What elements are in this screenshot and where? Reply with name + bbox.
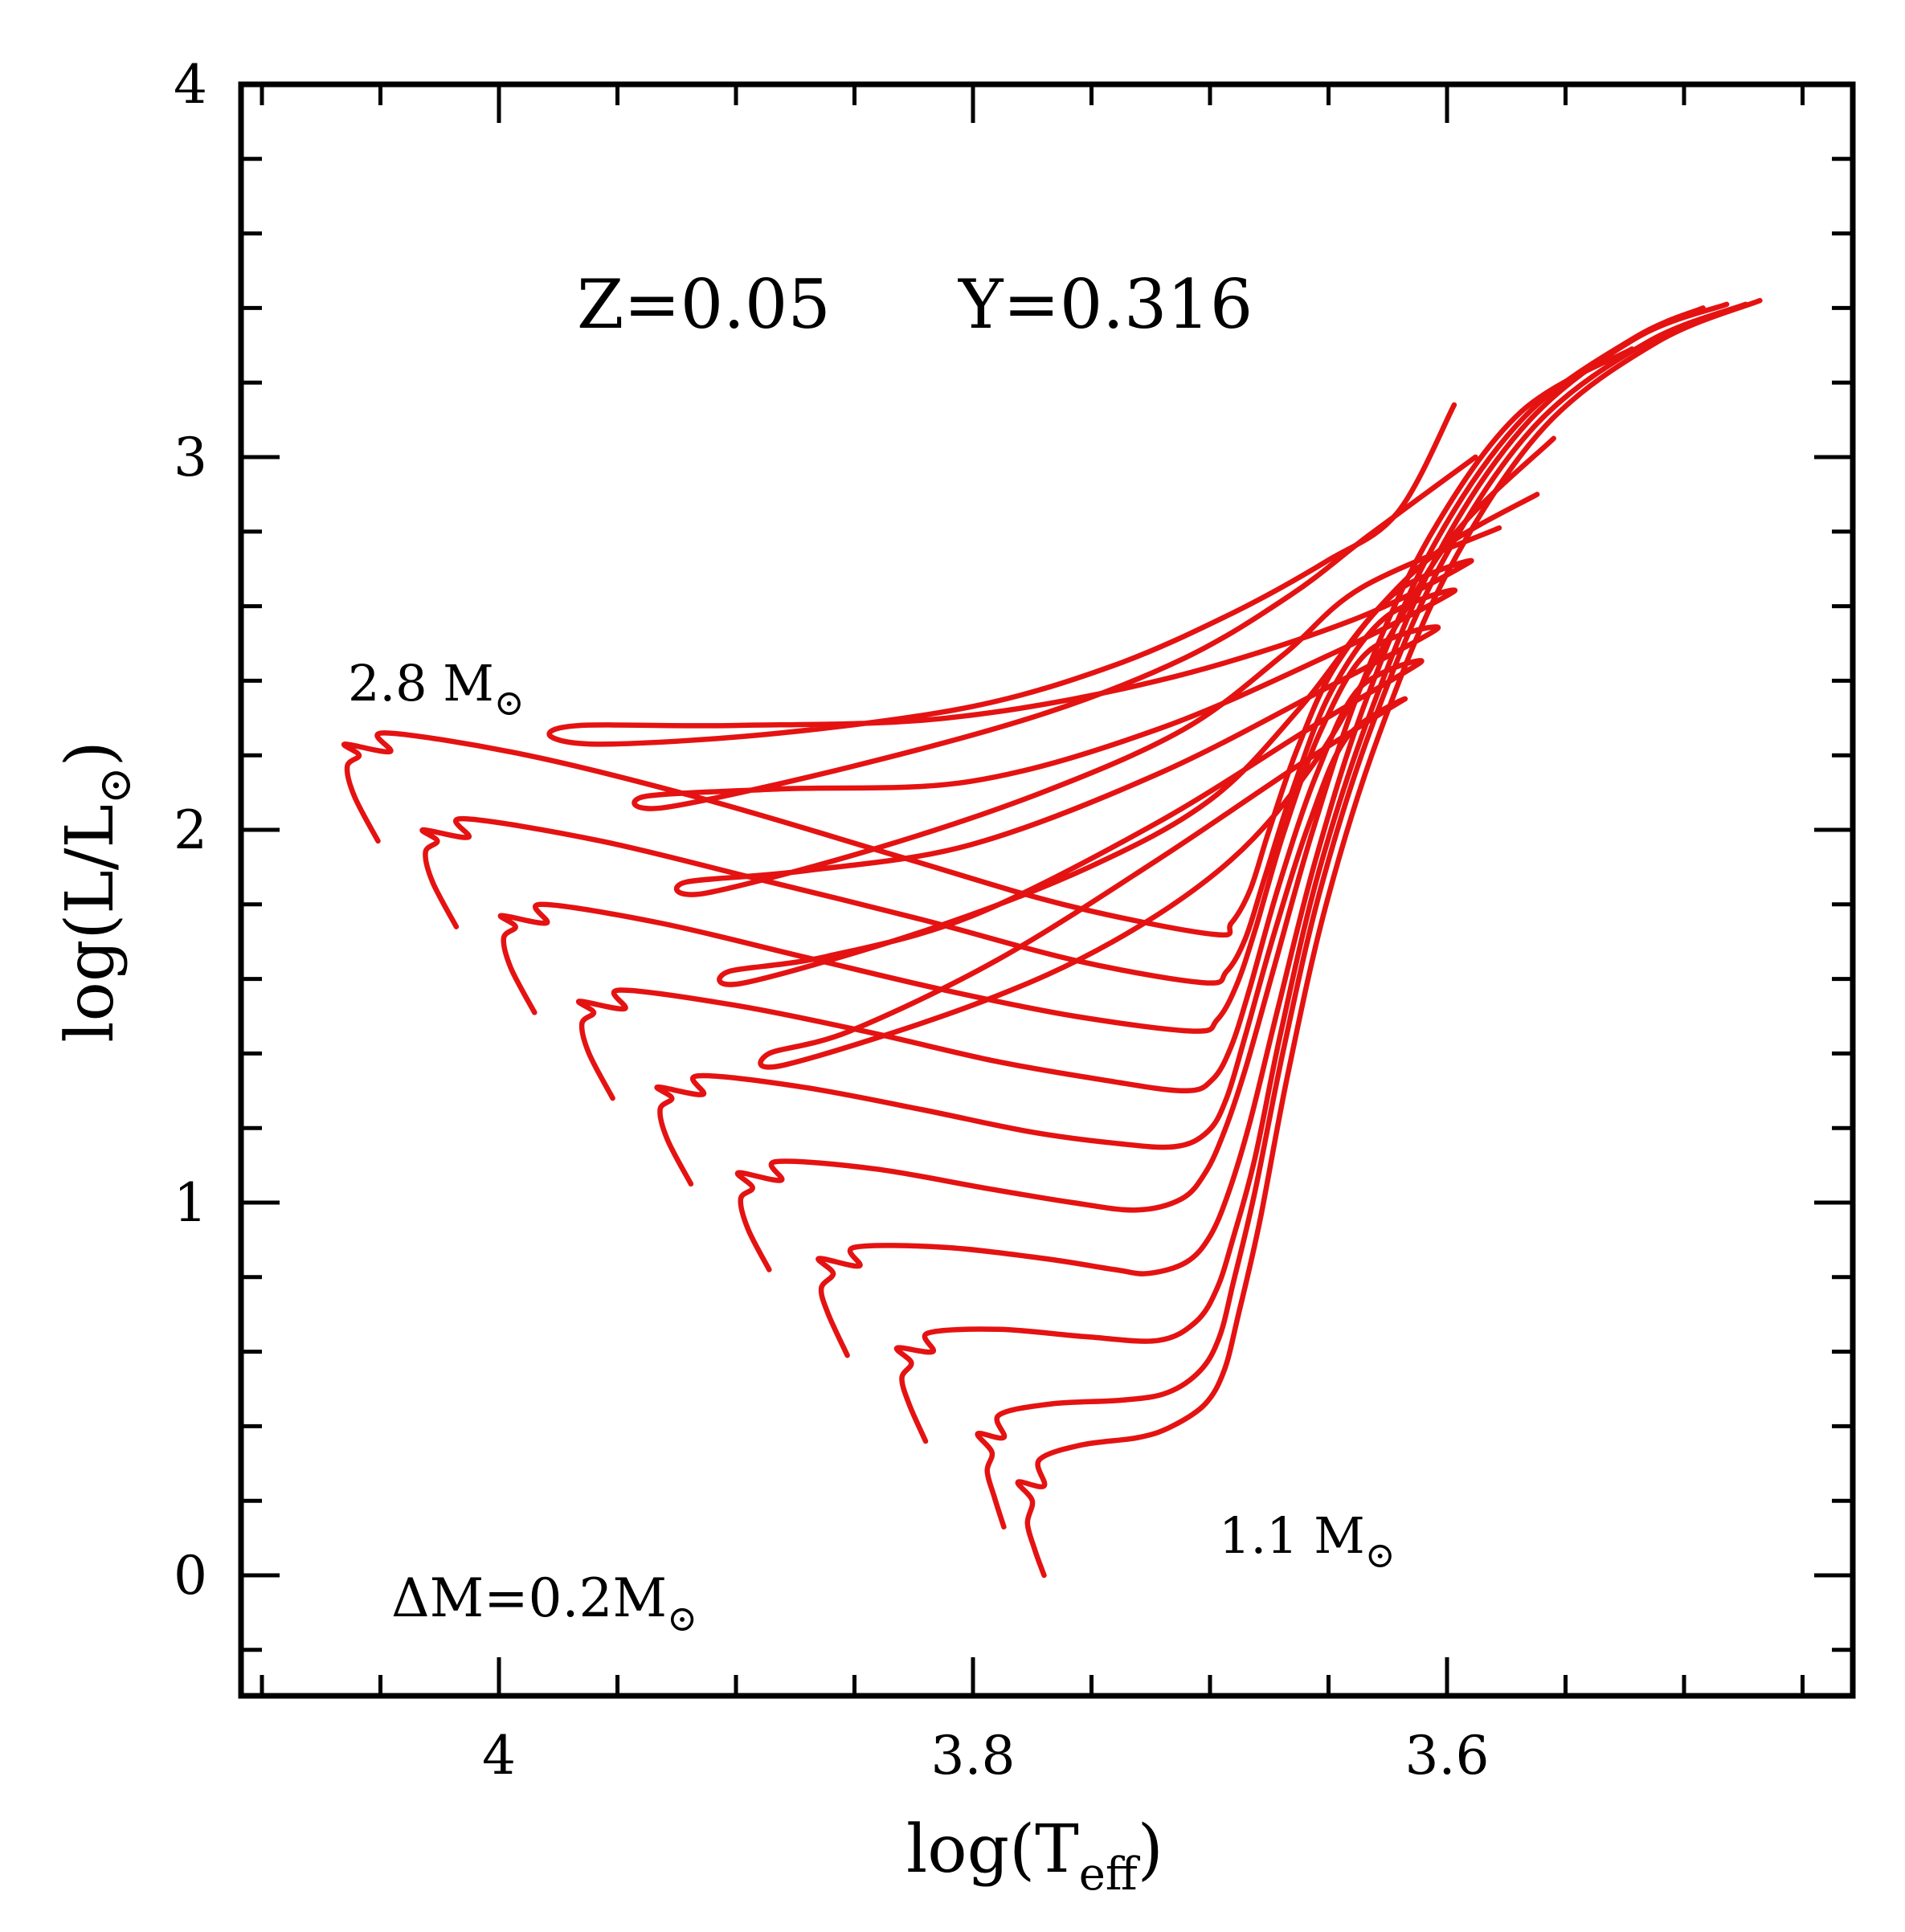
figure-title: Z=0.05 Y=0.316 [577,265,1253,344]
x-tick-label: 3.6 [1405,1725,1490,1787]
plot-frame [238,81,1856,1699]
top-mass-text: 2.8 M [348,654,494,713]
y-tick-label: 1 [174,1172,207,1234]
y-tick-label: 4 [174,54,207,116]
y-title-main: log(L/L [52,804,129,1043]
x-title-close: ) [1138,1812,1163,1888]
y-tick-label: 3 [174,427,207,488]
track-2.8-msun [341,402,1474,938]
y-tick-label: 0 [174,1545,207,1607]
x-tick-label: 4 [482,1725,516,1787]
plot-frame-rect [238,81,1856,1699]
x-tick-label: 3.8 [931,1725,1016,1787]
axis-ticks [241,82,1853,1696]
metallicity-label: Z=0.05 [577,265,831,344]
x-title-subscript: eff [1079,1848,1141,1901]
sun-symbol-icon: ⊙ [494,681,525,724]
track-1.6-msun [816,305,1706,1358]
track-1.1-msun [1015,297,1763,1579]
track-2.0-msun [654,435,1556,1187]
track-1.2-msun [975,301,1748,1530]
bottom-mass-text: 1.1 M [1219,1506,1365,1565]
sun-symbol-icon: ⊙ [89,766,141,804]
track-2.2-msun [575,492,1540,1101]
annotation-top-mass: 2.8 M⊙ [348,654,525,724]
x-axis-title: log(Teff) [906,1812,1163,1901]
annotation-bottom-mass: 1.1 M⊙ [1219,1506,1396,1576]
mass-step-text: ΔM=0.2M [391,1567,667,1629]
sun-symbol-icon: ⊙ [667,1597,697,1640]
annotation-mass-step: ΔM=0.2M⊙ [391,1567,697,1640]
axis-tick-labels: 4 3.8 3.6 0 1 2 3 4 [174,54,1489,1787]
evolutionary-tracks [341,297,1763,1579]
x-title-main: log(T [906,1812,1079,1888]
helium-label: Y=0.316 [958,265,1253,344]
y-axis-title: log(L/L⊙) [52,741,141,1043]
y-tick-label: 2 [174,799,207,861]
track-1.4-msun [893,301,1730,1444]
sun-symbol-icon: ⊙ [1365,1534,1396,1576]
track-2.4-msun [497,525,1502,1034]
track-2.6-msun [419,454,1478,986]
y-title-close: ) [52,741,129,766]
